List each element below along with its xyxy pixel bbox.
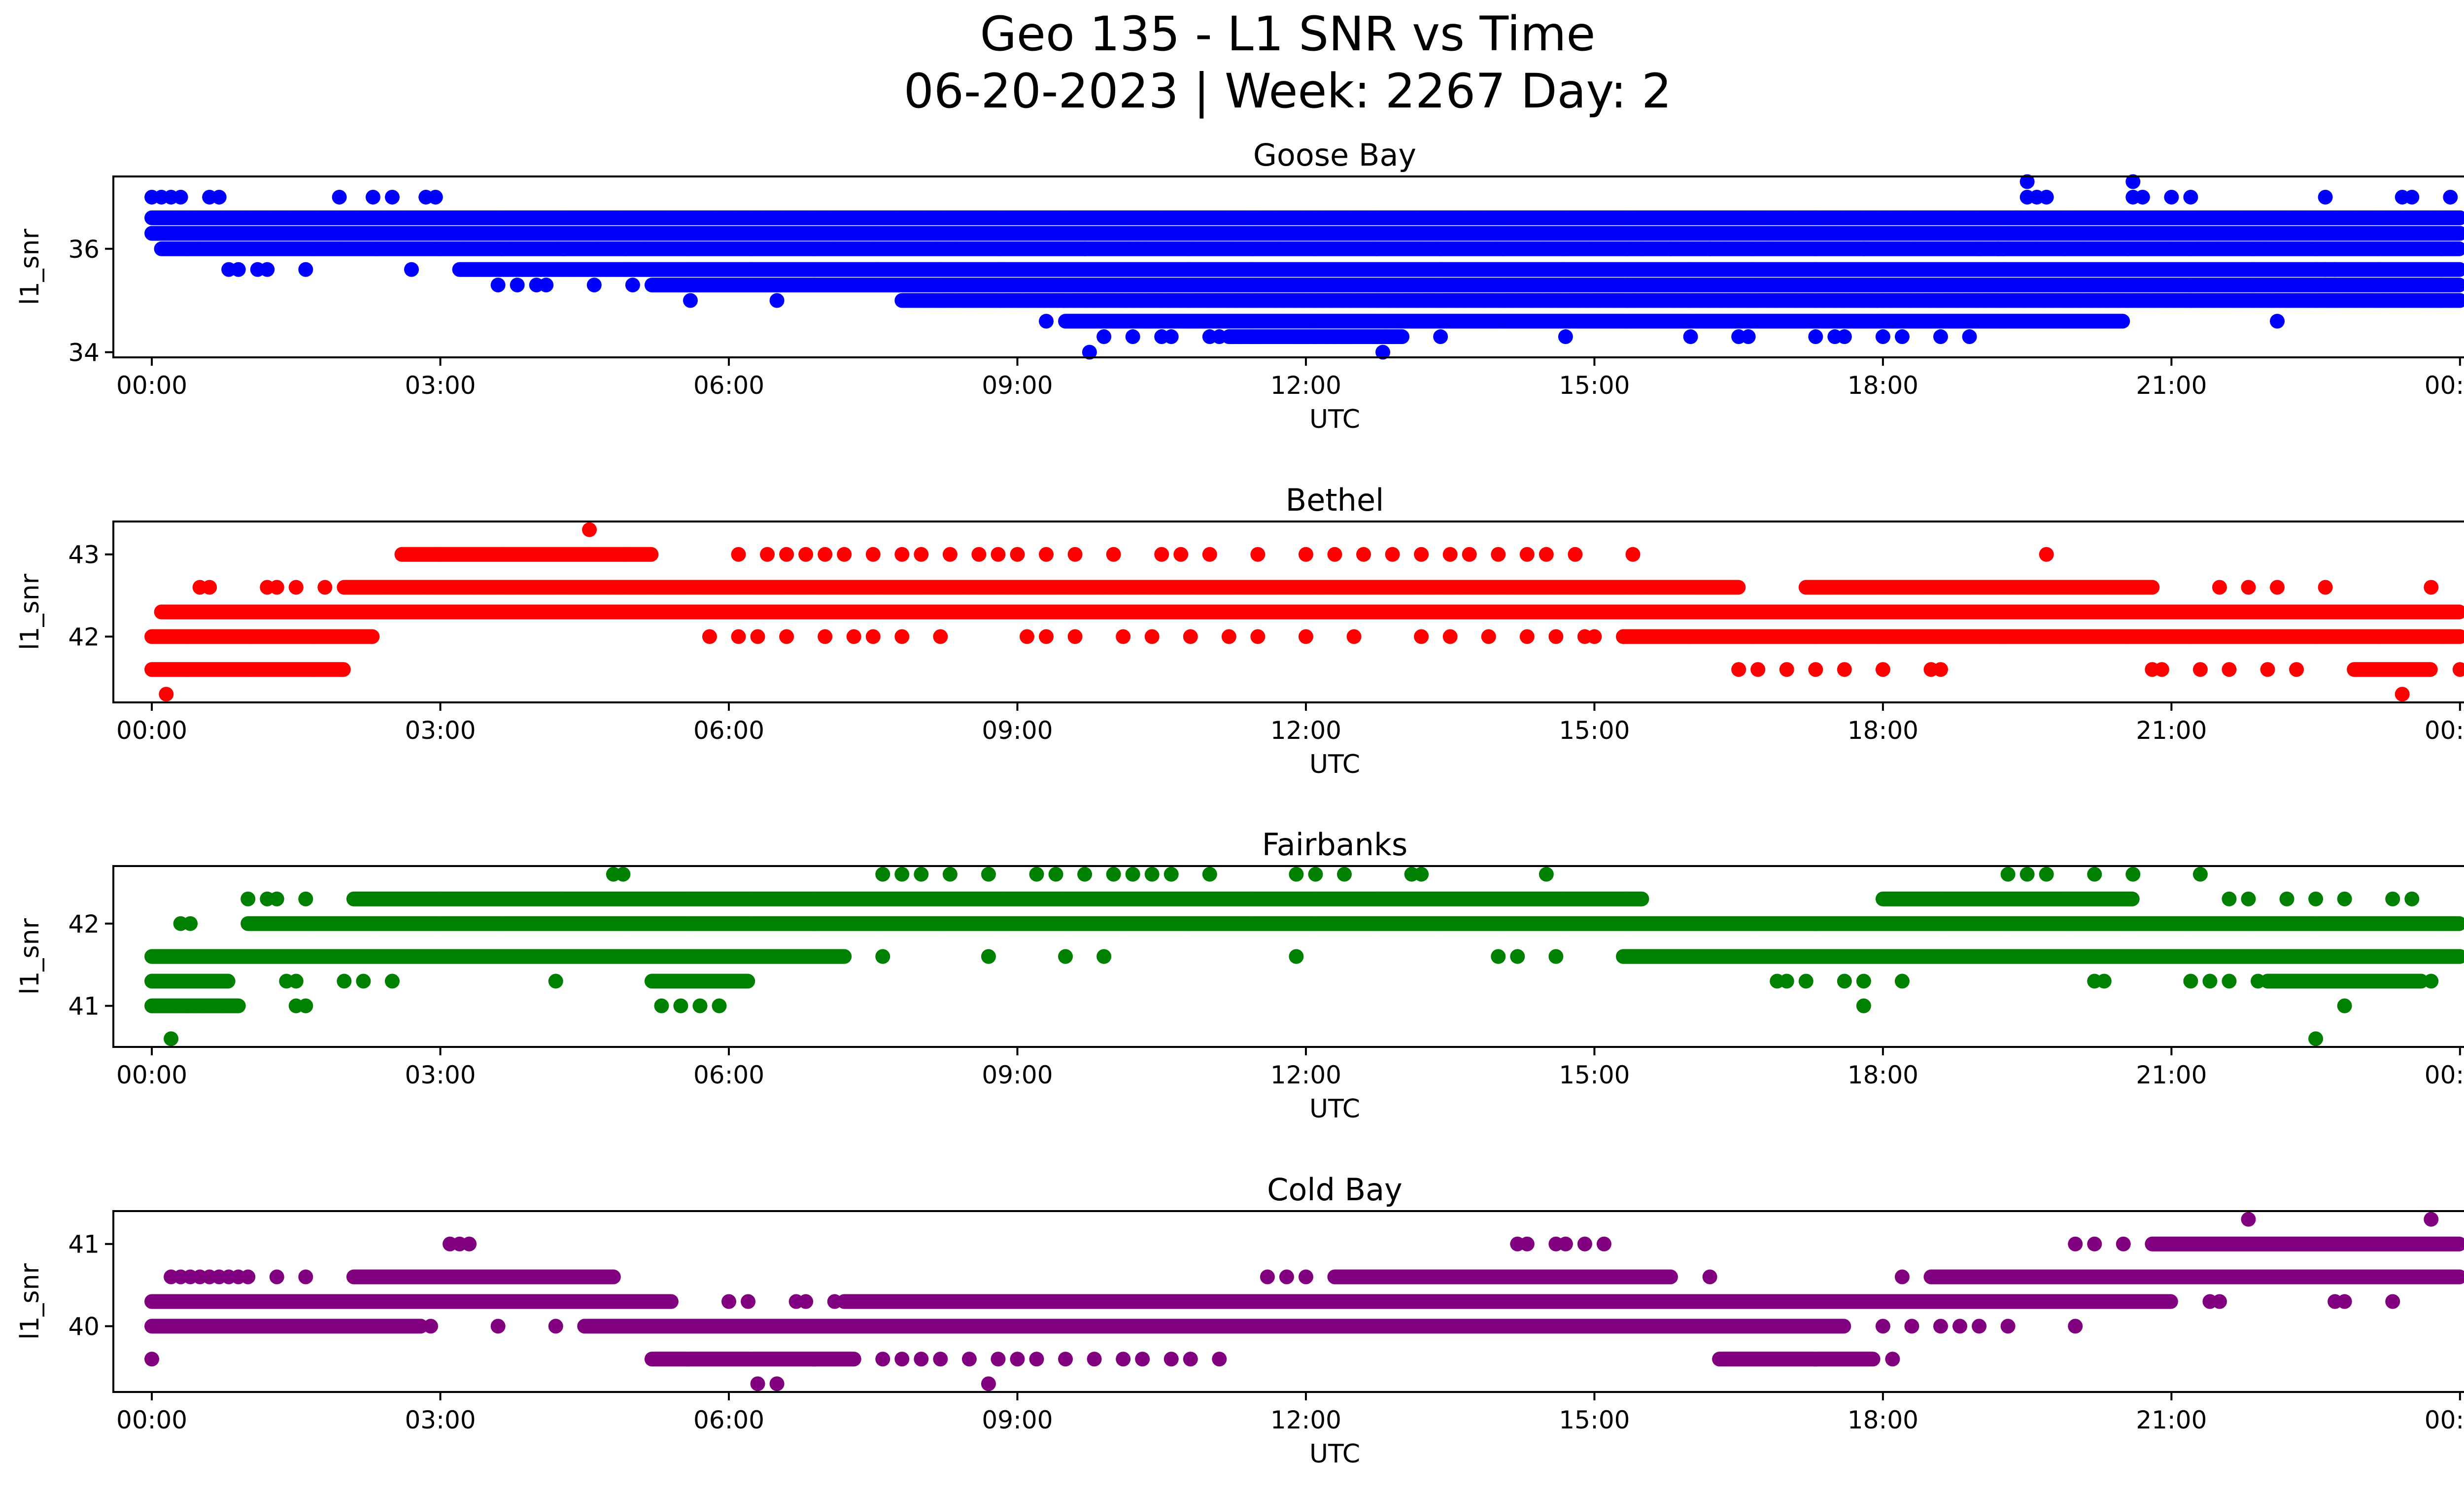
figure-title-line2: 06-20-2023 | Week: 2267 Day: 2 <box>904 64 1672 119</box>
figure-title-line1: Geo 135 - L1 SNR vs Time <box>980 6 1596 62</box>
data-points <box>144 174 2464 360</box>
subplot-title: Goose Bay <box>1253 137 1416 173</box>
